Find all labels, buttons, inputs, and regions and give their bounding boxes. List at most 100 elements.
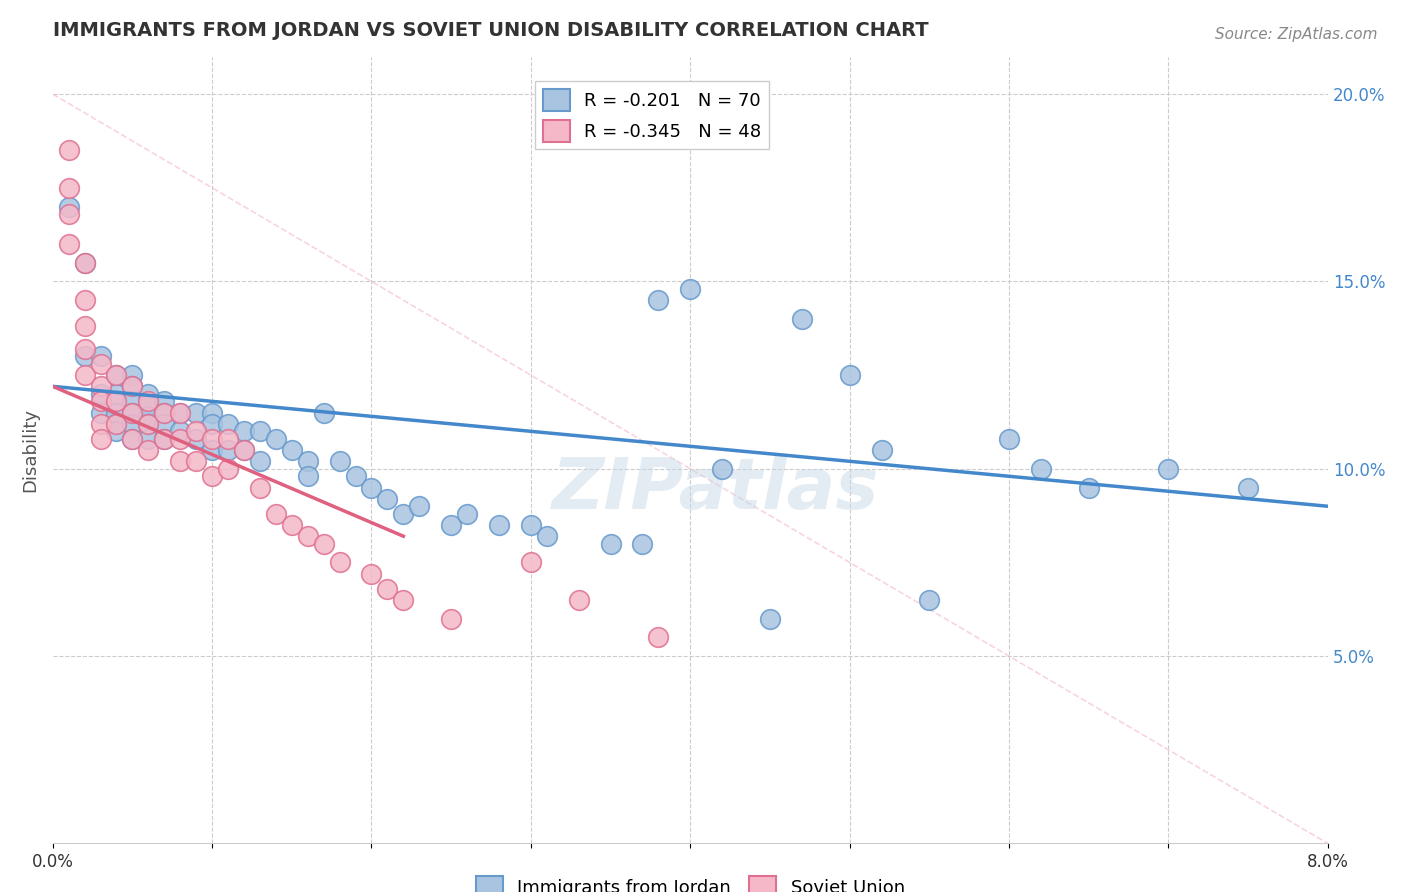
Point [121, 406, 143, 420]
Point [488, 518, 510, 533]
Point [153, 417, 176, 431]
Point [58, 181, 80, 195]
Point [1029, 462, 1052, 476]
Point [918, 593, 941, 607]
Point [233, 443, 256, 458]
Point [408, 500, 430, 514]
Point [153, 432, 176, 446]
Point [105, 368, 128, 383]
Point [329, 556, 352, 570]
Point [138, 417, 160, 431]
Point [440, 518, 463, 533]
Point [90, 379, 112, 393]
Point [201, 417, 224, 431]
Point [599, 537, 621, 551]
Point [392, 593, 415, 607]
Point [186, 425, 208, 439]
Point [631, 537, 654, 551]
Point [456, 507, 478, 521]
Point [201, 443, 224, 458]
Point [344, 469, 367, 483]
Point [186, 432, 208, 446]
Point [312, 537, 335, 551]
Point [297, 454, 319, 468]
Point [711, 462, 734, 476]
Point [121, 406, 143, 420]
Point [233, 443, 256, 458]
Point [58, 237, 80, 252]
Point [121, 432, 143, 446]
Point [73, 256, 96, 270]
Point [1157, 462, 1180, 476]
Point [90, 417, 112, 431]
Point [73, 319, 96, 334]
Point [169, 454, 191, 468]
Point [392, 507, 415, 521]
Point [312, 406, 335, 420]
Point [264, 507, 287, 521]
Point [105, 368, 128, 383]
Point [121, 432, 143, 446]
Point [138, 417, 160, 431]
Point [440, 612, 463, 626]
Point [568, 593, 591, 607]
Point [90, 394, 112, 409]
Point [647, 631, 669, 645]
Point [169, 406, 191, 420]
Point [121, 379, 143, 393]
Point [249, 454, 271, 468]
Point [73, 350, 96, 364]
Point [105, 387, 128, 401]
Point [759, 612, 782, 626]
Point [264, 432, 287, 446]
Text: Source: ZipAtlas.com: Source: ZipAtlas.com [1215, 27, 1378, 42]
Point [217, 432, 239, 446]
Point [186, 454, 208, 468]
Point [201, 432, 224, 446]
Point [647, 293, 669, 308]
Point [73, 342, 96, 356]
Point [536, 529, 558, 543]
Point [377, 582, 399, 596]
Point [105, 394, 128, 409]
Point [520, 518, 543, 533]
Point [121, 379, 143, 393]
Point [90, 350, 112, 364]
Point [297, 529, 319, 543]
Point [73, 293, 96, 308]
Point [281, 443, 304, 458]
Point [233, 425, 256, 439]
Point [73, 256, 96, 270]
Point [138, 443, 160, 458]
Point [360, 481, 382, 495]
Point [217, 462, 239, 476]
Point [105, 417, 128, 431]
Point [153, 394, 176, 409]
Point [249, 425, 271, 439]
Text: ZIPatlas: ZIPatlas [553, 455, 880, 524]
Point [105, 425, 128, 439]
Point [121, 417, 143, 431]
Point [73, 368, 96, 383]
Legend: R = -0.201   N = 70, R = -0.345   N = 48: R = -0.201 N = 70, R = -0.345 N = 48 [536, 81, 769, 149]
Point [281, 518, 304, 533]
Point [998, 432, 1021, 446]
Point [105, 417, 128, 431]
Point [360, 566, 382, 581]
Point [58, 200, 80, 214]
Point [138, 394, 160, 409]
Point [153, 406, 176, 420]
Point [838, 368, 860, 383]
Point [329, 454, 352, 468]
Point [217, 417, 239, 431]
Point [1237, 481, 1260, 495]
Point [377, 491, 399, 506]
Point [169, 406, 191, 420]
Point [58, 144, 80, 158]
Point [138, 398, 160, 412]
Point [169, 425, 191, 439]
Point [169, 432, 191, 446]
Point [58, 207, 80, 221]
Point [90, 357, 112, 371]
Point [90, 406, 112, 420]
